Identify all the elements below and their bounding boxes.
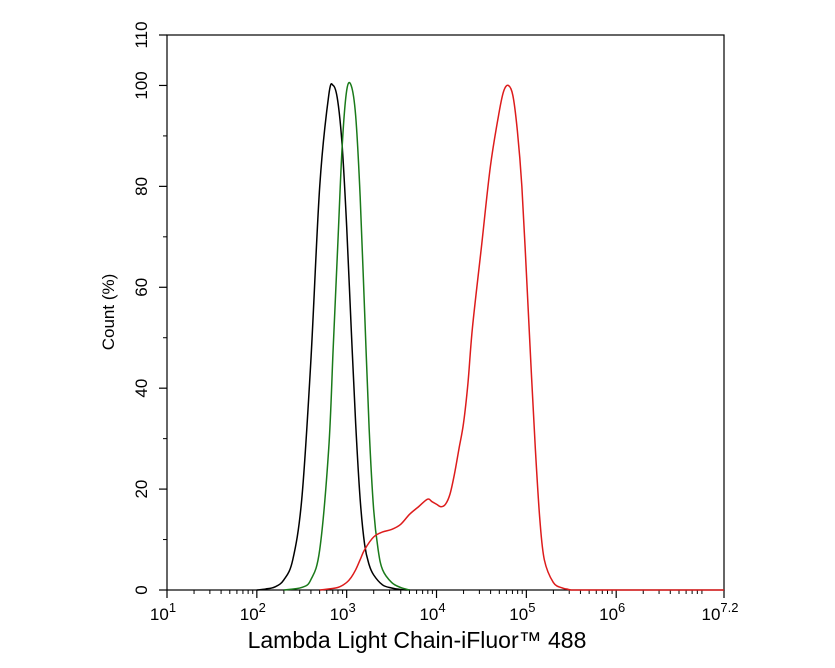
y-tick-label: 100 [132, 71, 151, 99]
x-axis-title: Lambda Light Chain-iFluor™ 488 [248, 627, 587, 653]
x-tick-exponent: 5 [528, 600, 535, 615]
x-tick-base: 10 [599, 605, 618, 624]
series-line-1 [283, 81, 410, 591]
x-tick-label: 107.2 [702, 600, 739, 624]
y-axis-title: Count (%) [99, 274, 118, 351]
y-tick-label: 0 [132, 585, 151, 594]
x-tick-label: 103 [330, 600, 356, 624]
x-tick-label: 101 [150, 600, 176, 624]
y-tick-label: 60 [132, 278, 151, 297]
x-tick-base: 10 [240, 605, 259, 624]
series-line-0 [256, 83, 410, 591]
x-tick-base: 10 [330, 605, 349, 624]
x-tick-exponent: 4 [438, 600, 445, 615]
y-tick-label: 80 [132, 177, 151, 196]
x-tick-label: 104 [419, 600, 445, 624]
x-tick-base: 10 [150, 605, 169, 624]
y-axis-ticks: 0 20 40 60 80 100 110 [132, 21, 167, 595]
y-tick-label: 20 [132, 480, 151, 499]
x-tick-label: 106 [599, 600, 625, 624]
x-tick-base: 10 [419, 605, 438, 624]
x-tick-exponent: 2 [259, 600, 266, 615]
series-layer [256, 81, 724, 591]
x-tick-exponent: 7.2 [720, 600, 738, 615]
x-tick-label: 102 [240, 600, 266, 624]
x-tick-base: 10 [509, 605, 528, 624]
y-tick-label: 110 [132, 21, 151, 48]
x-axis-ticks: 101 102 103 104 105 106 107.2 [150, 590, 739, 624]
x-tick-exponent: 6 [618, 600, 625, 615]
x-tick-exponent: 1 [169, 600, 176, 615]
x-tick-exponent: 3 [349, 600, 356, 615]
x-tick-base: 10 [702, 605, 721, 624]
y-tick-label: 40 [132, 379, 151, 398]
plot-frame [166, 34, 725, 591]
series-line-2 [319, 84, 724, 591]
x-tick-label: 105 [509, 600, 535, 624]
